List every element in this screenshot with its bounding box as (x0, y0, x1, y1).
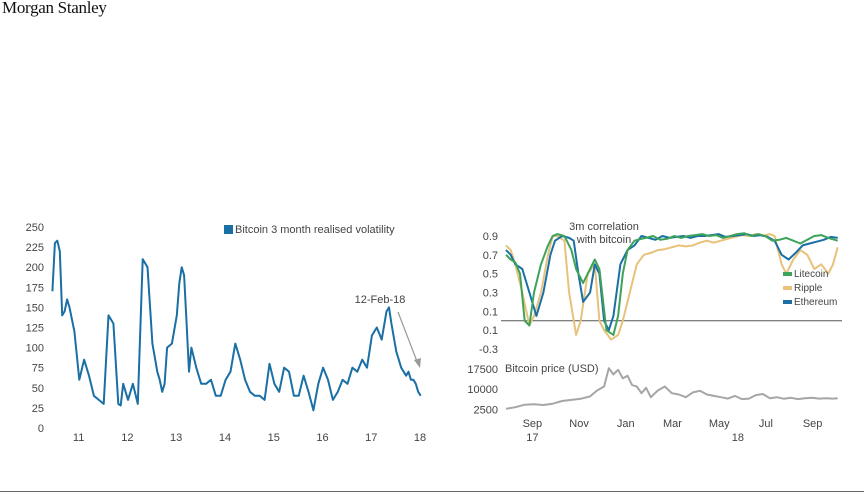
y-tick-label: 17500 (467, 364, 498, 376)
legend-swatch (783, 286, 792, 290)
x-tick-label: May (709, 418, 730, 430)
annotation-label: 12-Feb-18 (355, 294, 406, 306)
x-tick-label: Jul (759, 418, 773, 430)
chart-title-line-1: 3m correlation (569, 221, 639, 233)
x-tick-label: 16 (316, 432, 328, 444)
y-tick-label: 100 (26, 343, 44, 355)
x-tick-label: 14 (219, 432, 231, 444)
price-chart: 2500 10000 17500 Bitcoin price (USD) Sep Nov J… (467, 363, 838, 444)
y-tick-label: 200 (26, 262, 44, 274)
volatility-chart: 0 25 50 75 100 125 150 175 200 225 250 11 12 13 14 15 16… (26, 222, 427, 444)
series-line-litecoin (505, 232, 838, 336)
y-tick-label: 0.7 (483, 250, 498, 262)
y-tick-label: 75 (32, 363, 44, 375)
x-tick-label: 17 (365, 432, 377, 444)
y-tick-label: 2500 (474, 404, 498, 416)
x-tick-label: 18 (414, 432, 426, 444)
y-tick-label: 50 (32, 383, 44, 395)
y-tick-label: 175 (26, 282, 44, 294)
legend-label: Ethereum (794, 297, 837, 308)
legend-swatch (224, 225, 233, 234)
y-tick-label: 0 (38, 423, 44, 435)
series-line-ethereum (505, 233, 838, 332)
x-tick-label: 12 (121, 432, 133, 444)
y-tick-label: 150 (26, 302, 44, 314)
x-tick-label: Mar (663, 418, 682, 430)
x-tick-label: 13 (170, 432, 182, 444)
x-tick-label: 15 (268, 432, 280, 444)
x-tick-label: Nov (569, 418, 589, 430)
y-tick-label: 10000 (467, 384, 498, 396)
annotation-arrow-line (397, 311, 419, 365)
legend-label: Litecoin (794, 269, 828, 280)
correlation-chart: -0.3 0.1 0.1 0.3 0.5 0.7 0.9 3m correlationwith… (479, 221, 842, 356)
legend-swatch (783, 272, 792, 276)
y-tick-label: -0.3 (479, 344, 498, 356)
x-year-label: 18 (732, 432, 744, 444)
y-tick-label: 125 (26, 323, 44, 335)
y-tick-label: 0.3 (483, 288, 498, 300)
volatility-series-line (51, 239, 422, 412)
x-tick-label: Sep (523, 418, 543, 430)
y-tick-label: 0.1 (483, 306, 498, 318)
brand-logo: Morgan Stanley (2, 0, 107, 17)
x-year-label: 17 (526, 432, 538, 444)
legend-label: Ripple (794, 283, 823, 294)
price-series-line (505, 367, 838, 410)
chart-title: Bitcoin price (USD) (505, 363, 599, 375)
y-tick-label: 225 (26, 242, 44, 254)
y-tick-label: 0.5 (483, 269, 498, 281)
y-tick-label: 25 (32, 403, 44, 415)
legend-swatch (783, 300, 792, 304)
y-tick-label: 250 (26, 222, 44, 234)
series-line-ripple (505, 233, 839, 341)
x-tick-label: Sep (803, 418, 823, 430)
y-tick-label: 0.9 (483, 231, 498, 243)
chart-title-line-2: with bitcoin (576, 234, 631, 246)
y-tick-label: 0.1 (483, 325, 498, 337)
x-tick-label: 11 (73, 432, 84, 444)
legend-label: Bitcoin 3 month realised volatility (235, 224, 395, 236)
footer-rule (0, 491, 864, 492)
x-tick-label: Jan (617, 418, 635, 430)
annotation-arrow-head (414, 358, 421, 368)
